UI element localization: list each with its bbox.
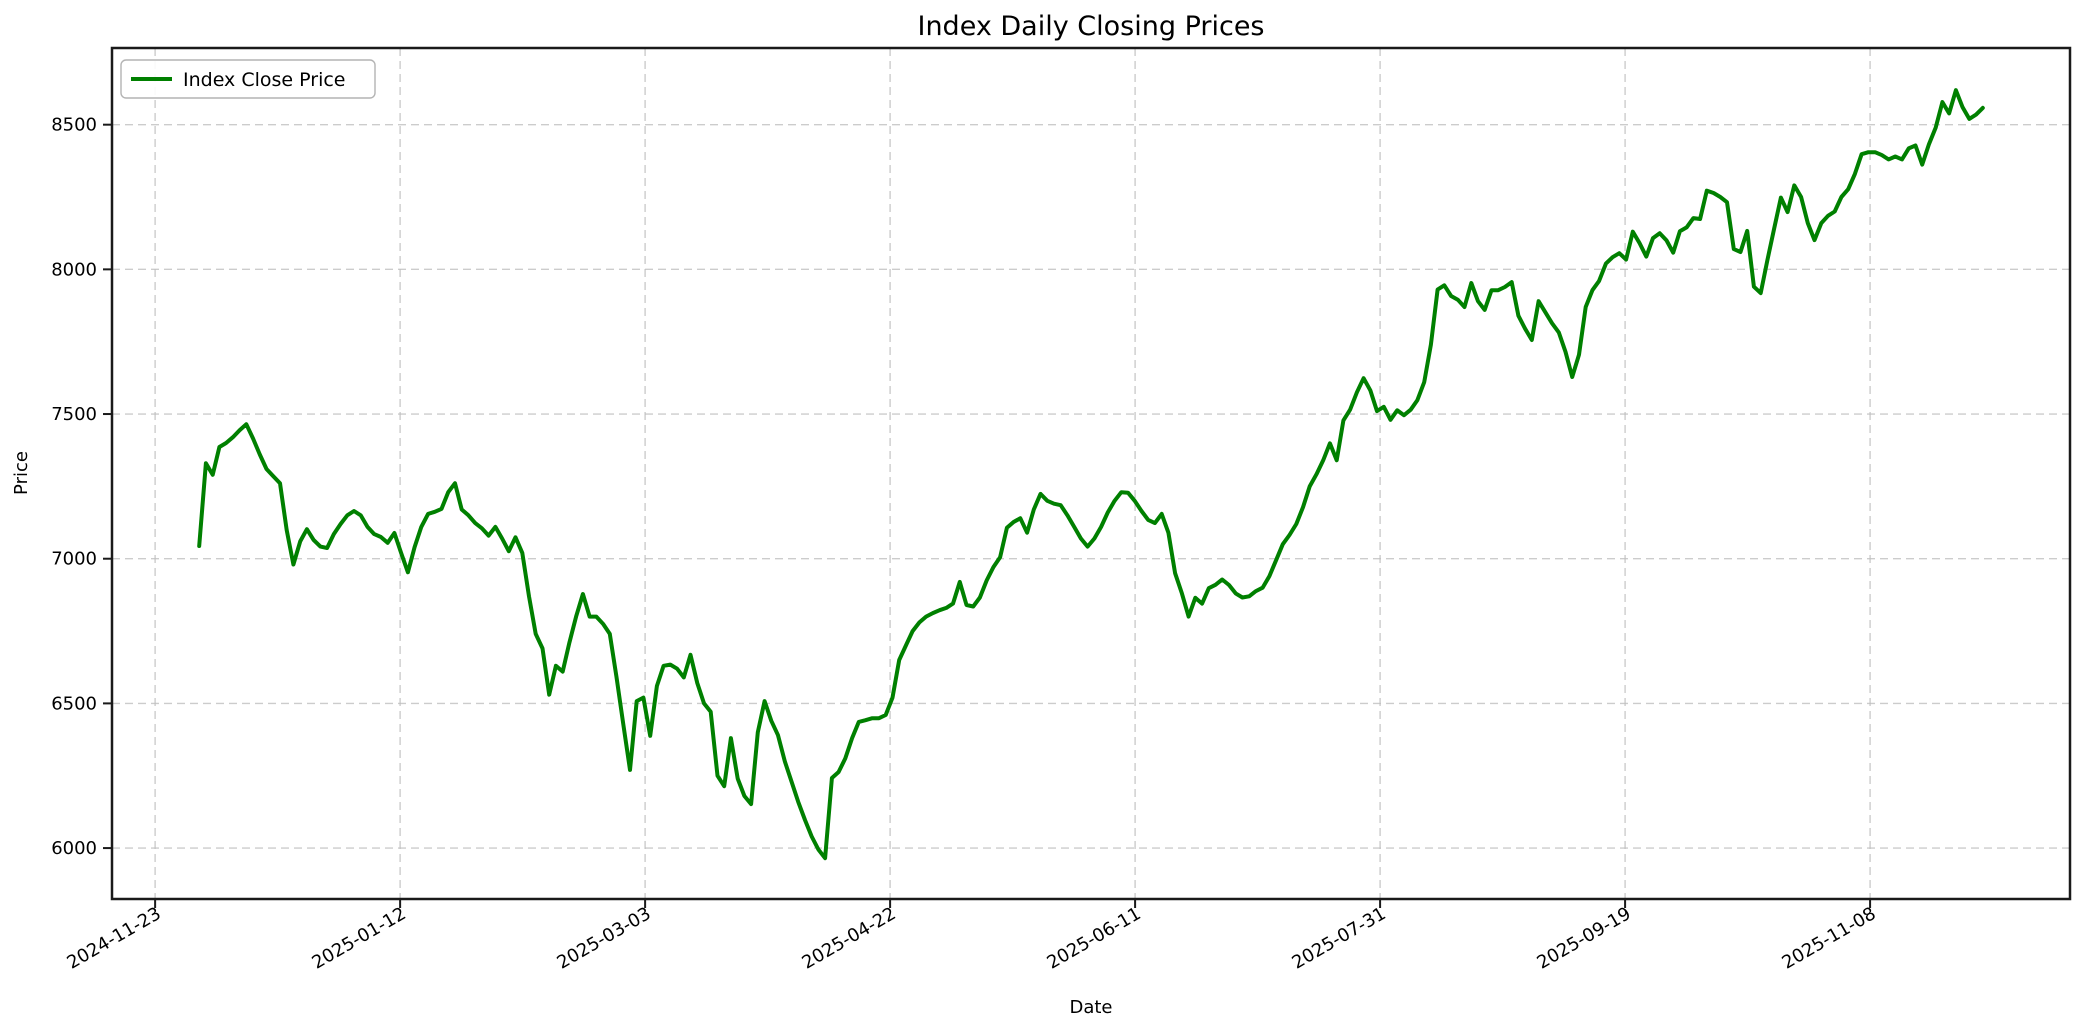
x-axis-label: Date bbox=[1069, 997, 1112, 1018]
legend-label: Index Close Price bbox=[183, 69, 346, 91]
y-axis-label: Price bbox=[11, 451, 32, 495]
x-tick-label-6: 2025-09-19 bbox=[1533, 903, 1634, 973]
y-tick-label-2: 7000 bbox=[51, 549, 97, 570]
x-tick-label-5: 2025-07-31 bbox=[1288, 903, 1389, 973]
x-tick-label-0: 2024-11-23 bbox=[64, 903, 165, 973]
price-line-series bbox=[197, 88, 1985, 861]
x-tick-label-2: 2025-03-03 bbox=[554, 903, 655, 973]
y-tick-label-1: 6500 bbox=[51, 693, 97, 714]
y-tick-label-0: 6000 bbox=[51, 838, 97, 859]
chart-title: Index Daily Closing Prices bbox=[917, 11, 1264, 42]
tick-layer: 2024-11-23 2025-01-12 2025-03-03 2025-04-22… bbox=[51, 115, 1879, 974]
y-tick-label-5: 8500 bbox=[51, 115, 97, 136]
x-tick-label-7: 2025-11-08 bbox=[1778, 903, 1879, 973]
plot-border bbox=[110, 46, 2072, 901]
x-tick-label-1: 2025-01-12 bbox=[309, 903, 410, 973]
x-tick-label-3: 2025-04-22 bbox=[799, 903, 900, 973]
legend-box bbox=[120, 59, 376, 99]
grid-layer bbox=[112, 48, 2070, 899]
price-line bbox=[197, 88, 1985, 861]
x-tick-label-4: 2025-06-11 bbox=[1044, 903, 1145, 973]
y-tick-label-4: 8000 bbox=[51, 259, 97, 280]
legend: Index Close Price bbox=[120, 59, 376, 99]
y-tick-label-3: 7500 bbox=[51, 404, 97, 425]
